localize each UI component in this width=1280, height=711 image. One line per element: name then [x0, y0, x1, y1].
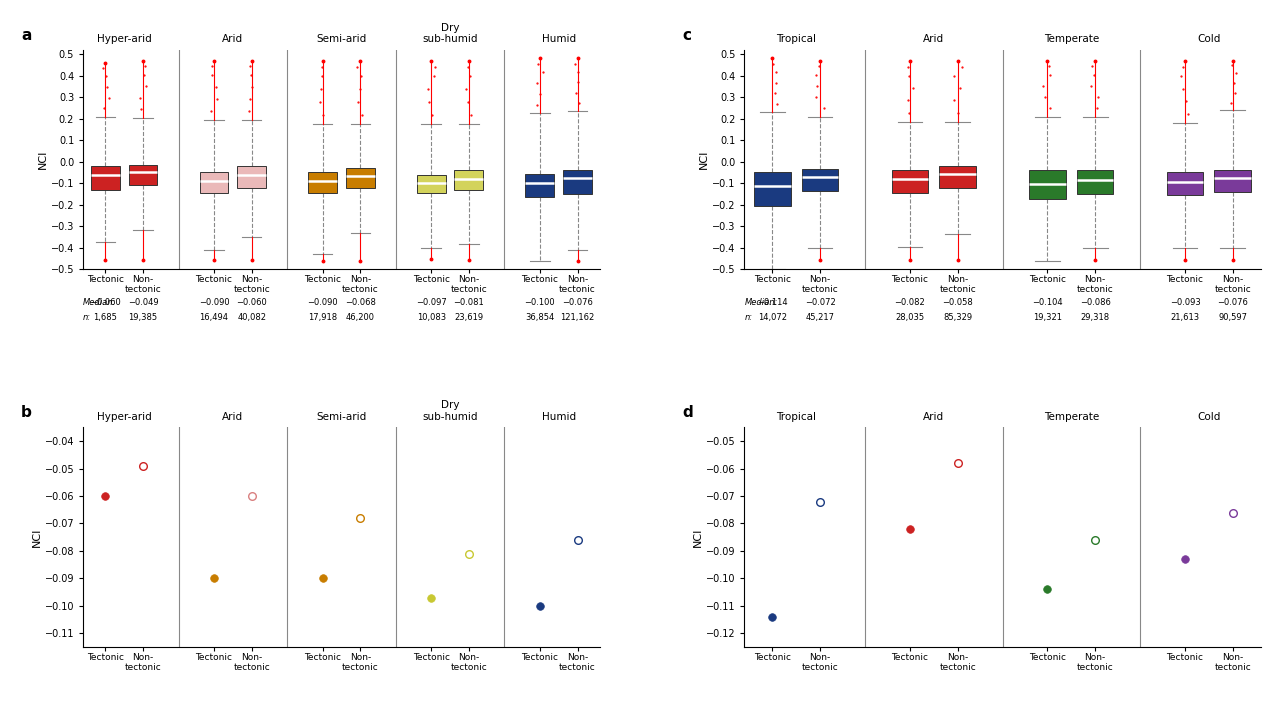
Text: Hyper-arid: Hyper-arid [97, 34, 151, 44]
Text: 14,072: 14,072 [758, 314, 787, 322]
Text: 19,321: 19,321 [1033, 314, 1062, 322]
Text: −0.076: −0.076 [562, 298, 593, 307]
Text: −0.086: −0.086 [1080, 298, 1111, 307]
Text: 21,613: 21,613 [1170, 314, 1199, 322]
Text: −0.090: −0.090 [198, 298, 229, 307]
Text: d: d [682, 405, 692, 420]
Text: 121,162: 121,162 [561, 314, 595, 322]
Text: 85,329: 85,329 [943, 314, 973, 322]
Text: Humid: Humid [541, 412, 576, 422]
Text: −0.072: −0.072 [805, 298, 836, 307]
Bar [200, 173, 228, 193]
Text: −0.090: −0.090 [307, 298, 338, 307]
Text: 40,082: 40,082 [237, 314, 266, 322]
Text: Dry
sub-humid: Dry sub-humid [422, 400, 477, 422]
Text: Temperate: Temperate [1043, 412, 1100, 422]
Text: a: a [22, 28, 32, 43]
Text: c: c [682, 28, 691, 43]
Text: Cold: Cold [1197, 412, 1221, 422]
Text: 1,685: 1,685 [93, 314, 118, 322]
Text: 90,597: 90,597 [1219, 314, 1247, 322]
Bar [940, 166, 975, 188]
Bar [91, 166, 120, 190]
Y-axis label: NCI: NCI [699, 150, 709, 169]
Text: 29,318: 29,318 [1080, 314, 1110, 322]
Bar [129, 165, 157, 186]
Text: 17,918: 17,918 [308, 314, 337, 322]
Text: −0.081: −0.081 [453, 298, 484, 307]
Text: Semi-arid: Semi-arid [316, 412, 366, 422]
Text: −0.060: −0.060 [237, 298, 268, 307]
Text: Temperate: Temperate [1043, 34, 1100, 44]
Text: n:: n: [83, 314, 91, 322]
Text: 19,385: 19,385 [128, 314, 157, 322]
Bar [1076, 171, 1114, 194]
Bar [754, 173, 791, 206]
Text: −0.104: −0.104 [1032, 298, 1062, 307]
Text: 46,200: 46,200 [346, 314, 375, 322]
Bar [801, 169, 838, 191]
Text: Tropical: Tropical [776, 34, 817, 44]
Text: b: b [22, 405, 32, 420]
Text: Semi-arid: Semi-arid [316, 34, 366, 44]
Bar [563, 171, 591, 194]
Bar [237, 166, 266, 188]
Bar [308, 173, 337, 193]
Text: Humid: Humid [541, 34, 576, 44]
Y-axis label: NCI: NCI [38, 150, 47, 169]
Text: Median:: Median: [744, 298, 778, 307]
Text: Dry
sub-humid: Dry sub-humid [422, 23, 477, 44]
Text: −0.082: −0.082 [895, 298, 925, 307]
Text: Arid: Arid [923, 34, 945, 44]
Text: 23,619: 23,619 [454, 314, 484, 322]
Text: −0.060: −0.060 [90, 298, 120, 307]
Y-axis label: NCI: NCI [32, 528, 42, 547]
Text: 36,854: 36,854 [525, 314, 554, 322]
Text: −0.097: −0.097 [416, 298, 447, 307]
Text: Hyper-arid: Hyper-arid [97, 412, 151, 422]
Text: −0.049: −0.049 [128, 298, 159, 307]
Text: 10,083: 10,083 [417, 314, 445, 322]
Text: 45,217: 45,217 [805, 314, 835, 322]
Text: Arid: Arid [223, 412, 243, 422]
Text: Tropical: Tropical [776, 412, 817, 422]
Text: −0.068: −0.068 [344, 298, 376, 307]
Bar [1167, 173, 1203, 195]
Y-axis label: NCI: NCI [692, 528, 703, 547]
Text: −0.114: −0.114 [756, 298, 787, 307]
Bar [454, 171, 484, 190]
Text: −0.076: −0.076 [1217, 298, 1248, 307]
Bar [1215, 171, 1251, 192]
Text: −0.058: −0.058 [942, 298, 973, 307]
Bar [417, 175, 445, 193]
Bar [892, 171, 928, 193]
Text: n:: n: [744, 314, 753, 322]
Text: Median:: Median: [83, 298, 116, 307]
Text: Cold: Cold [1197, 34, 1221, 44]
Text: Arid: Arid [223, 34, 243, 44]
Bar [346, 169, 375, 188]
Text: Arid: Arid [923, 412, 945, 422]
Text: 28,035: 28,035 [896, 314, 924, 322]
Text: 16,494: 16,494 [200, 314, 229, 322]
Text: −0.093: −0.093 [1170, 298, 1201, 307]
Bar [1029, 171, 1066, 199]
Text: −0.100: −0.100 [525, 298, 556, 307]
Bar [525, 173, 554, 197]
